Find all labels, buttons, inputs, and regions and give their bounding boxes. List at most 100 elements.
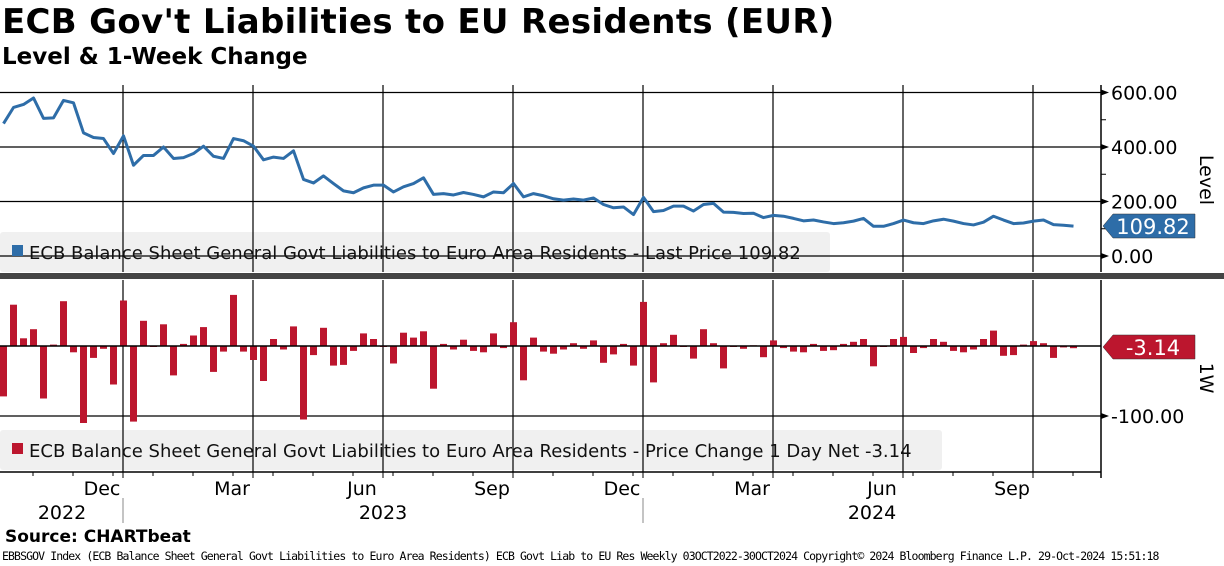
change-bar [720,346,727,369]
chart-subtitle: Level & 1-Week Change [2,44,308,70]
change-bar [100,346,107,349]
change-bar [1000,346,1007,356]
change-bar [40,346,47,399]
change-bar [1070,346,1077,349]
change-bar [70,346,77,353]
change-bar [450,346,457,350]
change-bar [830,346,837,351]
change-bar [20,338,27,346]
change-bar [240,346,247,352]
change-bar [410,337,417,346]
change-bar [820,346,827,351]
top-legend-box [0,232,830,272]
change-bar [930,339,937,346]
last-change-tag-box [1102,334,1196,360]
x-year-label: 2022 [38,502,86,524]
change-bar [520,346,527,381]
change-bar [580,346,587,349]
change-bar [350,346,357,351]
change-bar [420,331,427,346]
x-month-label: Mar [734,478,770,500]
change-bar [970,346,977,350]
change-bar [490,333,497,346]
change-bar [890,339,897,346]
change-bar [850,341,857,346]
change-bar [310,346,317,356]
change-bar [170,346,177,376]
change-bar [500,346,507,349]
tick-arrow [1101,413,1109,419]
change-bar [950,346,957,351]
chart-title: ECB Gov't Liabilities to EU Residents (E… [2,2,835,42]
change-bar [110,346,117,385]
change-axis-label: 1W [1195,363,1217,394]
level-axis-label: Level [1195,155,1217,205]
change-bar [430,346,437,389]
change-bar [700,329,707,346]
change-bar [560,346,567,350]
change-bar [460,339,467,346]
change-bar [770,340,777,346]
change-bar [660,343,667,346]
change-bar [290,326,297,346]
tick-arrow [1101,253,1109,259]
change-bar [800,346,807,353]
change-bar [510,322,517,346]
change-bar [990,330,997,346]
change-bar [640,301,647,346]
change-bar [220,346,227,352]
change-bar [0,346,7,397]
change-bar [390,346,397,364]
change-bar [1030,341,1037,346]
x-month-label: Sep [994,478,1030,500]
y-tick-label: 400.00 [1111,137,1177,159]
footer-info: EBBSGOV Index (ECB Balance Sheet General… [2,549,1159,563]
tick-arrow [1101,144,1109,150]
last-change-tag-text: -3.14 [1126,336,1180,360]
change-bar [780,346,787,349]
last-level-tag-text: 109.82 [1116,215,1189,239]
change-bar [300,346,307,420]
change-bar [260,346,267,381]
change-bar [80,346,87,423]
change-bar [940,341,947,346]
change-bar [570,343,577,346]
change-bar [280,346,287,350]
change-bar [90,346,97,358]
change-bar [540,346,547,352]
change-legend-swatch [12,443,23,454]
change-bar [870,346,877,367]
change-bar [1010,346,1017,356]
change-bar [320,327,327,346]
change-bar [1050,346,1057,358]
change-bar [610,346,617,355]
x-month-label: Sep [474,478,510,500]
change-bar [910,346,917,353]
change-bar [630,346,637,366]
change-bar [810,343,817,346]
change-bar [330,346,337,366]
change-bar [790,346,797,352]
change-bar [400,332,407,346]
change-bar [590,340,597,346]
y-tick-label: 200.00 [1111,192,1177,214]
x-month-label: Jun [866,478,897,500]
x-month-label: Dec [84,478,121,500]
change-bar [340,346,347,365]
level-legend-swatch [12,245,23,256]
change-bar [230,294,237,346]
change-bar [760,346,767,358]
change-bar [690,346,697,359]
panel-divider [0,273,1224,279]
change-bar [200,327,207,346]
change-bar [250,346,257,360]
tick-arrow [1101,198,1109,205]
tick-arrow [1101,89,1109,96]
change-bar [900,336,907,346]
change-legend-text: ECB Balance Sheet General Govt Liabiliti… [29,441,912,462]
bottom-legend-box [0,430,942,470]
change-bar [360,333,367,346]
change-bar [920,346,927,349]
change-bar [650,346,657,383]
change-bar [120,300,127,346]
